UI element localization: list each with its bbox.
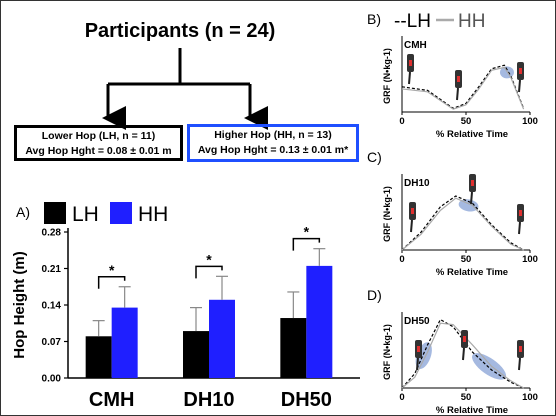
y-tick-label: 0.21 bbox=[42, 264, 62, 275]
significance-star: * bbox=[109, 262, 115, 278]
panel_d-condition: DH50 bbox=[404, 316, 430, 327]
significance-bracket bbox=[292, 237, 321, 251]
y-tick-label: 0.14 bbox=[42, 301, 62, 312]
grf-panels: B) --LH HH CMH 0 50 100 % Relative Time GRF (N•k… bbox=[367, 11, 538, 414]
athlete-leg-icon bbox=[416, 357, 419, 371]
grf-x-axis-label: % Relative Time bbox=[436, 405, 508, 414]
grf-y-axis-label: GRF (N•kg-1) bbox=[382, 48, 392, 104]
grf-x-tick-label: 50 bbox=[461, 392, 472, 403]
grf-y-axis-label: GRF (N•kg-1) bbox=[382, 324, 392, 380]
participants-title: Participants (n = 24) bbox=[84, 20, 276, 42]
category-label-dh10: DH10 bbox=[183, 389, 234, 411]
higher-hop-line2: Avg Hop Hght = 0.13 ± 0.01 m* bbox=[197, 144, 349, 156]
legend-hh-label: HH bbox=[138, 203, 168, 226]
bar-hh-dh10 bbox=[209, 299, 235, 378]
higher-hop-line1: Higher Hop (HH, n = 13) bbox=[214, 129, 332, 141]
athlete-leg-icon bbox=[518, 221, 521, 235]
grf-x-tick-label: 0 bbox=[399, 254, 404, 265]
sensor-marker-icon bbox=[417, 346, 420, 352]
bar-lh-dh10 bbox=[183, 331, 209, 378]
legend-hh-line: HH bbox=[458, 11, 485, 32]
panel_b-letter: B) bbox=[367, 11, 381, 27]
athlete-leg-icon bbox=[470, 191, 473, 205]
grf-x-axis-label: % Relative Time bbox=[436, 129, 508, 140]
grf-y-axis-label: GRF (N•kg-1) bbox=[382, 186, 392, 242]
sensor-marker-icon bbox=[463, 336, 466, 342]
athlete-leg-icon bbox=[408, 71, 411, 85]
athlete-leg-icon bbox=[462, 347, 465, 361]
legend-hh-swatch bbox=[110, 202, 132, 224]
bar-lh-dh50 bbox=[280, 318, 307, 378]
y-tick-label: 0.28 bbox=[42, 228, 62, 239]
grf-series-hh bbox=[401, 197, 524, 251]
significance-bracket bbox=[97, 276, 126, 289]
higher-hop-box: Higher Hop (HH, n = 13) Avg Hop Hght = 0… bbox=[187, 124, 359, 162]
significance-star: * bbox=[304, 224, 310, 240]
grf-series-hh bbox=[401, 322, 524, 389]
grf-panel_d: D) DH50 0 50 100 % Relative Time GRF (N•kg-1) bbox=[367, 287, 538, 414]
grf-series-lh bbox=[401, 318, 524, 389]
grf-x-tick-label: 100 bbox=[522, 254, 538, 265]
grf-panel_b: B) --LH HH CMH 0 50 100 % Relative Time GRF (N•k… bbox=[367, 11, 538, 140]
y-axis-label: Hop Height (m) bbox=[11, 251, 28, 358]
highlight-region bbox=[458, 199, 479, 212]
grf-x-tick-label: 100 bbox=[522, 392, 538, 403]
y-tick-label: 0.00 bbox=[42, 374, 62, 385]
grf-series-lh bbox=[401, 195, 524, 251]
sensor-marker-icon bbox=[411, 208, 414, 214]
bar-hh-cmh bbox=[111, 307, 138, 378]
legend-lh-label: LH bbox=[72, 203, 99, 226]
grf-x-tick-label: 100 bbox=[522, 116, 538, 127]
category-label-cmh: CMH bbox=[89, 389, 135, 411]
grf-x-axis-label: % Relative Time bbox=[436, 267, 508, 278]
athlete-leg-icon bbox=[518, 357, 521, 371]
panel-a-letter: A) bbox=[16, 204, 30, 220]
hop-height-bar-chart: A) LH HH 0.00 0.07 0.14 0.21 0.28 Hop Height (m)… bbox=[11, 202, 360, 411]
grf-x-tick-label: 0 bbox=[399, 392, 404, 403]
significance-star: * bbox=[206, 251, 212, 267]
flow-connectors bbox=[102, 48, 268, 130]
lower-hop-line1: Lower Hop (LH, n = 11) bbox=[41, 130, 156, 142]
athlete-leg-icon bbox=[456, 87, 459, 101]
lower-hop-line2: Avg Hop Hght = 0.08 ± 0.01 m bbox=[25, 145, 172, 157]
legend-lh-swatch bbox=[44, 202, 66, 224]
category-label-dh50: DH50 bbox=[281, 389, 332, 411]
bar-hh-dh50 bbox=[306, 265, 333, 378]
grf-x-tick-label: 50 bbox=[461, 116, 472, 127]
sensor-marker-icon bbox=[519, 68, 522, 74]
grf-x-tick-label: 50 bbox=[461, 254, 472, 265]
sensor-marker-icon bbox=[471, 180, 474, 186]
sensor-marker-icon bbox=[519, 346, 522, 352]
athlete-leg-icon bbox=[410, 219, 413, 233]
grf-x-tick-label: 0 bbox=[399, 116, 404, 127]
panel_c-letter: C) bbox=[367, 149, 382, 165]
significance-bracket bbox=[195, 265, 223, 279]
grf-panel_c: C) DH10 0 50 100 % Relative Time GRF (N•kg-1) bbox=[367, 149, 538, 278]
sensor-marker-icon bbox=[457, 76, 460, 82]
panel_c-condition: DH10 bbox=[404, 178, 430, 189]
y-tick-label: 0.07 bbox=[42, 337, 62, 348]
highlight-region bbox=[472, 353, 507, 380]
bar-lh-cmh bbox=[85, 336, 112, 378]
sensor-marker-icon bbox=[409, 60, 412, 66]
lower-hop-box: Lower Hop (LH, n = 11) Avg Hop Hght = 0.… bbox=[14, 125, 183, 161]
panel_b-condition: CMH bbox=[404, 40, 427, 51]
sensor-marker-icon bbox=[519, 210, 522, 216]
athlete-leg-icon bbox=[518, 79, 521, 93]
panel_d-letter: D) bbox=[367, 287, 382, 303]
legend-lh-line: --LH bbox=[394, 11, 431, 32]
grf-series-lh bbox=[401, 64, 525, 110]
grf-series-hh bbox=[401, 66, 525, 110]
